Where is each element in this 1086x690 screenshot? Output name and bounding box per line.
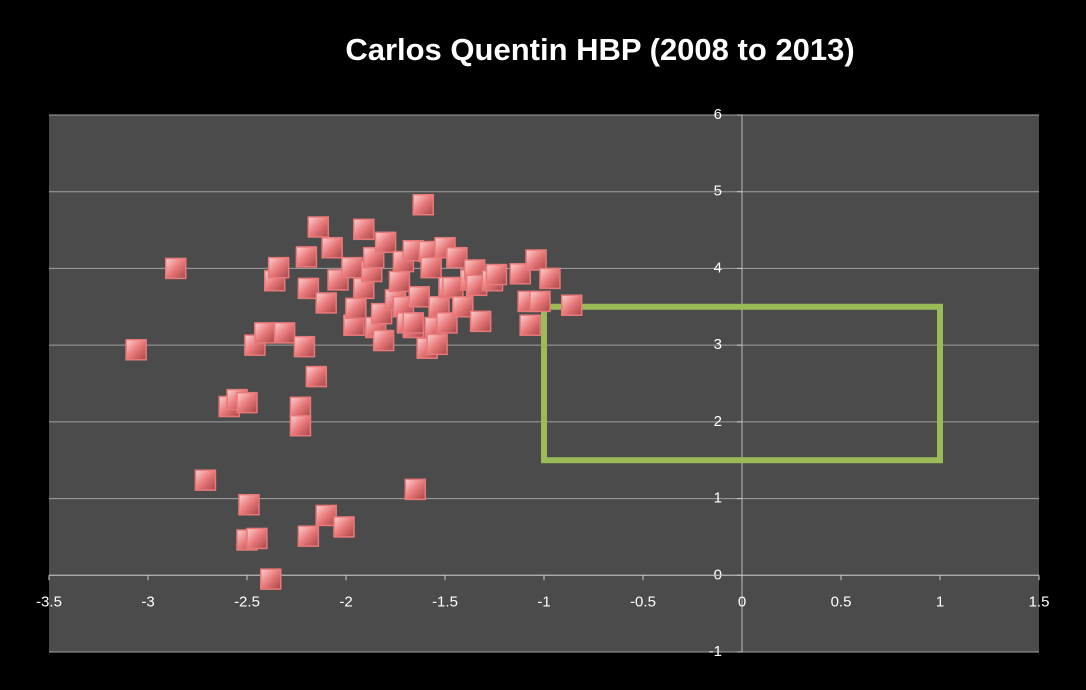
point [260, 568, 282, 590]
point [297, 277, 320, 300]
point [519, 314, 541, 336]
point [402, 312, 425, 334]
y-tick-label: 0 [714, 566, 722, 583]
point [267, 256, 290, 279]
point [305, 365, 328, 388]
y-tick-label: 5 [714, 183, 722, 200]
y-tick-label: -1 [709, 643, 722, 660]
point [372, 329, 395, 352]
point [412, 194, 434, 216]
y-tick-label: 1 [714, 490, 722, 507]
point [353, 218, 375, 241]
point [442, 276, 464, 299]
point [388, 270, 411, 293]
point [404, 478, 427, 501]
chart-title: Carlos Quentin HBP (2008 to 2013) [345, 32, 854, 67]
x-tick-label: 0.5 [831, 593, 852, 610]
point [295, 246, 318, 268]
point [469, 310, 492, 333]
x-tick-label: -3 [141, 593, 154, 610]
point [374, 231, 397, 254]
point [333, 516, 355, 538]
point [125, 338, 147, 361]
point [436, 312, 458, 334]
x-tick-label: -1.5 [432, 593, 458, 610]
point [485, 263, 508, 286]
point [321, 236, 343, 259]
point [560, 294, 583, 317]
y-tick-label: 2 [714, 413, 722, 430]
point [315, 504, 337, 527]
point [341, 256, 363, 279]
point [238, 493, 260, 516]
y-tick-label: 6 [714, 106, 722, 123]
point [289, 414, 312, 437]
point [307, 216, 330, 238]
point [246, 527, 268, 550]
point [420, 256, 442, 279]
point [194, 469, 217, 491]
point [525, 249, 547, 271]
point [446, 246, 468, 269]
x-tick-label: 1 [936, 593, 944, 610]
x-tick-label: -2.5 [234, 593, 260, 610]
point [297, 525, 320, 547]
x-tick-label: -3.5 [36, 593, 62, 610]
point [236, 391, 258, 414]
point [408, 286, 431, 308]
x-tick-label: -0.5 [630, 593, 656, 610]
point [273, 322, 296, 344]
point [345, 297, 367, 320]
point [315, 292, 337, 314]
x-tick-label: 1.5 [1029, 593, 1050, 610]
x-tick-label: -1 [537, 593, 550, 610]
x-tick-label: -2 [339, 593, 352, 610]
point [426, 333, 448, 356]
x-tick-label: 0 [738, 593, 746, 610]
point [293, 335, 316, 358]
point [509, 263, 531, 285]
point [164, 257, 187, 280]
point [254, 322, 276, 344]
y-tick-label: 4 [714, 259, 722, 276]
point [289, 396, 312, 419]
point [529, 290, 551, 313]
y-tick-label: 3 [714, 336, 722, 353]
zone-box [541, 303, 943, 464]
point [452, 296, 474, 318]
point [539, 267, 561, 290]
